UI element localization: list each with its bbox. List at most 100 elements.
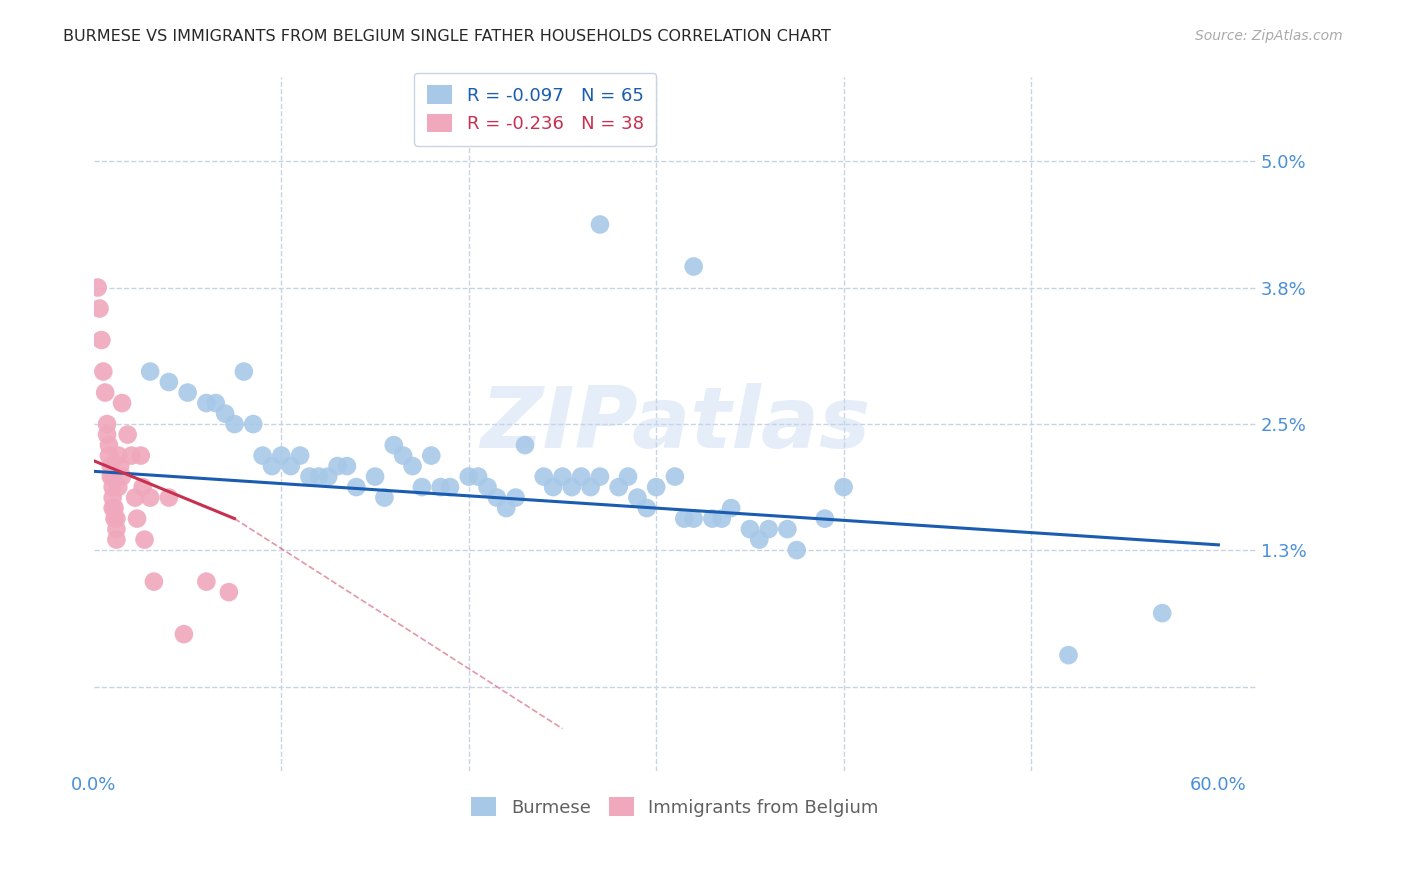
Point xyxy=(589,218,612,232)
Point xyxy=(626,491,648,505)
Point xyxy=(96,417,118,431)
Point xyxy=(617,469,640,483)
Point xyxy=(105,533,128,547)
Point xyxy=(173,627,195,641)
Point xyxy=(364,469,387,483)
Point xyxy=(94,385,117,400)
Point xyxy=(86,280,108,294)
Point xyxy=(758,522,780,536)
Point xyxy=(96,427,118,442)
Text: BURMESE VS IMMIGRANTS FROM BELGIUM SINGLE FATHER HOUSEHOLDS CORRELATION CHART: BURMESE VS IMMIGRANTS FROM BELGIUM SINGL… xyxy=(63,29,831,44)
Legend: Burmese, Immigrants from Belgium: Burmese, Immigrants from Belgium xyxy=(464,790,886,824)
Point xyxy=(495,501,517,516)
Point xyxy=(457,469,479,483)
Point xyxy=(814,511,837,525)
Point xyxy=(561,480,583,494)
Point xyxy=(401,459,423,474)
Point xyxy=(776,522,799,536)
Point xyxy=(129,449,152,463)
Point xyxy=(242,417,264,431)
Point xyxy=(738,522,761,536)
Point xyxy=(373,491,395,505)
Point xyxy=(111,469,134,483)
Point xyxy=(429,480,451,494)
Point xyxy=(748,533,770,547)
Point xyxy=(101,480,124,494)
Text: Source: ZipAtlas.com: Source: ZipAtlas.com xyxy=(1195,29,1343,43)
Point xyxy=(1057,648,1080,662)
Point xyxy=(111,396,134,410)
Point xyxy=(344,480,367,494)
Point xyxy=(176,385,198,400)
Point xyxy=(134,533,156,547)
Point xyxy=(117,427,139,442)
Point xyxy=(139,365,162,379)
Point xyxy=(420,449,443,463)
Point xyxy=(100,469,122,483)
Point xyxy=(336,459,359,474)
Point xyxy=(195,396,218,410)
Point xyxy=(477,480,499,494)
Point xyxy=(589,469,612,483)
Point xyxy=(505,491,527,505)
Point xyxy=(645,480,668,494)
Point xyxy=(101,491,124,505)
Point xyxy=(103,511,125,525)
Point xyxy=(298,469,321,483)
Point xyxy=(218,585,240,599)
Point xyxy=(108,459,131,474)
Point xyxy=(664,469,686,483)
Point xyxy=(270,449,292,463)
Point xyxy=(308,469,330,483)
Text: ZIPatlas: ZIPatlas xyxy=(479,383,870,466)
Point xyxy=(195,574,218,589)
Point xyxy=(533,469,555,483)
Point xyxy=(485,491,508,505)
Point xyxy=(673,511,696,525)
Point xyxy=(702,511,724,525)
Point xyxy=(439,480,461,494)
Point xyxy=(832,480,855,494)
Point xyxy=(90,333,112,347)
Point xyxy=(467,469,489,483)
Point xyxy=(232,365,254,379)
Point xyxy=(710,511,733,525)
Point xyxy=(1152,606,1174,620)
Point xyxy=(157,491,180,505)
Point xyxy=(682,511,704,525)
Point xyxy=(382,438,405,452)
Point xyxy=(541,480,564,494)
Point xyxy=(100,459,122,474)
Point xyxy=(107,480,129,494)
Point xyxy=(569,469,592,483)
Point xyxy=(288,449,311,463)
Point xyxy=(101,469,124,483)
Point xyxy=(107,449,129,463)
Point xyxy=(411,480,433,494)
Point xyxy=(260,459,283,474)
Point xyxy=(157,375,180,389)
Point xyxy=(124,491,146,505)
Point xyxy=(103,501,125,516)
Point xyxy=(551,469,574,483)
Point xyxy=(316,469,339,483)
Point xyxy=(101,501,124,516)
Point xyxy=(105,511,128,525)
Point xyxy=(513,438,536,452)
Point xyxy=(720,501,742,516)
Point xyxy=(142,574,165,589)
Point xyxy=(91,365,114,379)
Point xyxy=(105,522,128,536)
Point xyxy=(280,459,302,474)
Point xyxy=(204,396,226,410)
Point xyxy=(579,480,602,494)
Point xyxy=(214,407,236,421)
Point xyxy=(131,480,153,494)
Point xyxy=(682,260,704,274)
Point xyxy=(125,511,148,525)
Point xyxy=(120,449,142,463)
Point xyxy=(139,491,162,505)
Point xyxy=(392,449,415,463)
Point xyxy=(97,438,120,452)
Point xyxy=(786,543,808,558)
